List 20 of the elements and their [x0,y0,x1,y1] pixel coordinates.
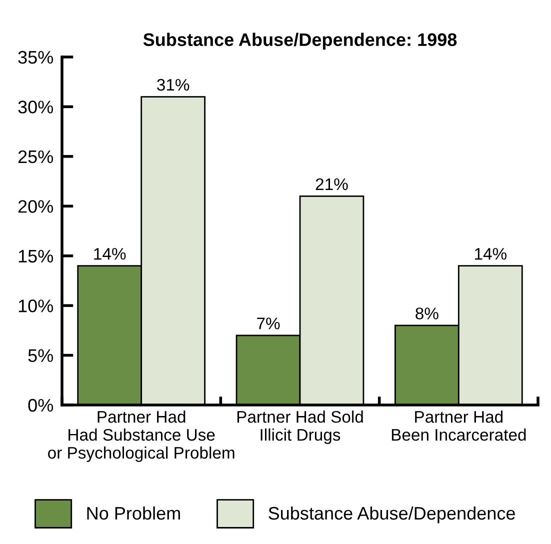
legend-label: Substance Abuse/Dependence [268,506,515,524]
y-tick-label: 5% [28,349,54,362]
x-tick-label: Partner Had Had Substance Use or Psychological Problem [48,410,234,462]
y-tick-label: 0% [28,398,54,412]
data-label: 31% [157,78,190,91]
y-tick-label: 25% [18,150,54,164]
data-label: 14% [94,248,126,260]
data-label: 21% [316,178,348,190]
y-tick-label: 35% [18,50,54,64]
data-label: 14% [474,248,506,260]
y-tick-label: 30% [18,100,54,114]
data-label: 7% [257,318,280,330]
x-tick-label: Partner Had Been Incarcerated [392,410,526,441]
y-tick-label: 15% [18,250,54,263]
legend-label: No Problem [87,506,180,520]
x-tick-label: Partner Had Sold Illicit Drugs [237,410,363,444]
y-tick-label: 10% [18,300,54,312]
y-tick-label: 20% [18,200,54,213]
chart-title: Substance Abuse/Dependence: 1998 [143,32,457,50]
data-label: 8% [416,308,438,320]
